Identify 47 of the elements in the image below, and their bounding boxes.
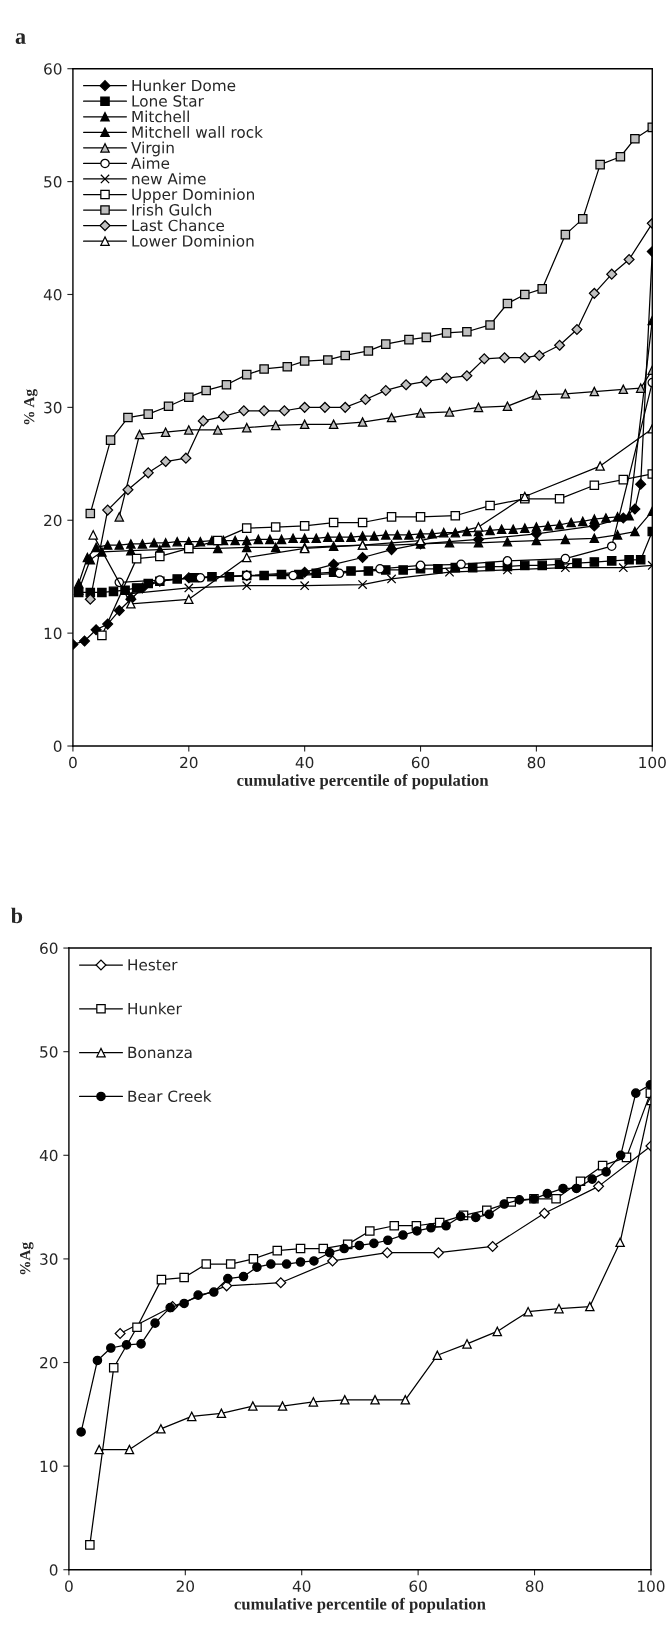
x-tick-label: 100	[639, 756, 666, 769]
y-tick-label: 60	[40, 942, 58, 955]
y-axis-title: %Ag	[19, 1242, 34, 1275]
legend-label: Last Chance	[132, 219, 225, 232]
x-tick-label: 80	[525, 1580, 544, 1592]
x-tick-label: 100	[638, 1580, 665, 1592]
chart-title: b	[10, 907, 23, 924]
x-axis-title: cumulative percentile of population	[237, 774, 489, 790]
y-tick-label: 0	[53, 740, 62, 753]
y-tick-label: 40	[43, 288, 62, 301]
y-tick-label: 30	[40, 1253, 58, 1265]
legend-label: Bonanza	[128, 1046, 192, 1059]
legend-label: Aime	[131, 157, 170, 169]
legend-label: Hunker Dome	[132, 79, 236, 92]
y-tick-label: 0	[49, 1564, 58, 1576]
y-tick-label: 20	[40, 1356, 58, 1369]
legend-label: new Aime	[132, 172, 206, 185]
x-axis-title: cumulative percentile of population	[234, 1597, 486, 1614]
legend-label: Lower Dominion	[132, 234, 254, 247]
y-tick-label: 40	[39, 1149, 58, 1162]
legend-label: Bear Creek	[128, 1090, 212, 1103]
legend-label: Irish Gulch	[132, 203, 212, 216]
x-tick-label: 80	[527, 756, 546, 769]
y-tick-label: 10	[44, 627, 62, 640]
legend-label: Mitchell wall rock	[132, 126, 263, 138]
y-axis-title: % Ag	[23, 389, 38, 425]
y-tick-label: 50	[44, 176, 62, 188]
y-tick-label: 10	[40, 1460, 58, 1473]
y-tick-label: 30	[44, 401, 62, 414]
y-tick-label: 60	[44, 63, 62, 75]
x-tick-label: 20	[180, 756, 198, 769]
x-tick-label: 60	[409, 1580, 427, 1592]
legend-label: Mitchell	[132, 110, 189, 123]
x-tick-label: 0	[69, 756, 77, 769]
x-tick-label: 20	[176, 1580, 195, 1592]
legend-label: Hunker	[128, 1002, 182, 1015]
legend-label: Virgin	[131, 141, 174, 157]
legend-label: Hester	[128, 959, 178, 971]
x-tick-label: 40	[292, 1580, 311, 1592]
legend-label: Upper Dominion	[132, 188, 254, 204]
legend-label: Lone Star	[132, 95, 204, 107]
x-tick-label: 60	[411, 756, 430, 769]
y-tick-label: 50	[40, 1046, 58, 1058]
x-tick-label: 0	[65, 1580, 73, 1592]
chart-title: a	[15, 33, 26, 44]
x-tick-label: 40	[295, 756, 314, 769]
y-tick-label: 20	[44, 514, 62, 527]
